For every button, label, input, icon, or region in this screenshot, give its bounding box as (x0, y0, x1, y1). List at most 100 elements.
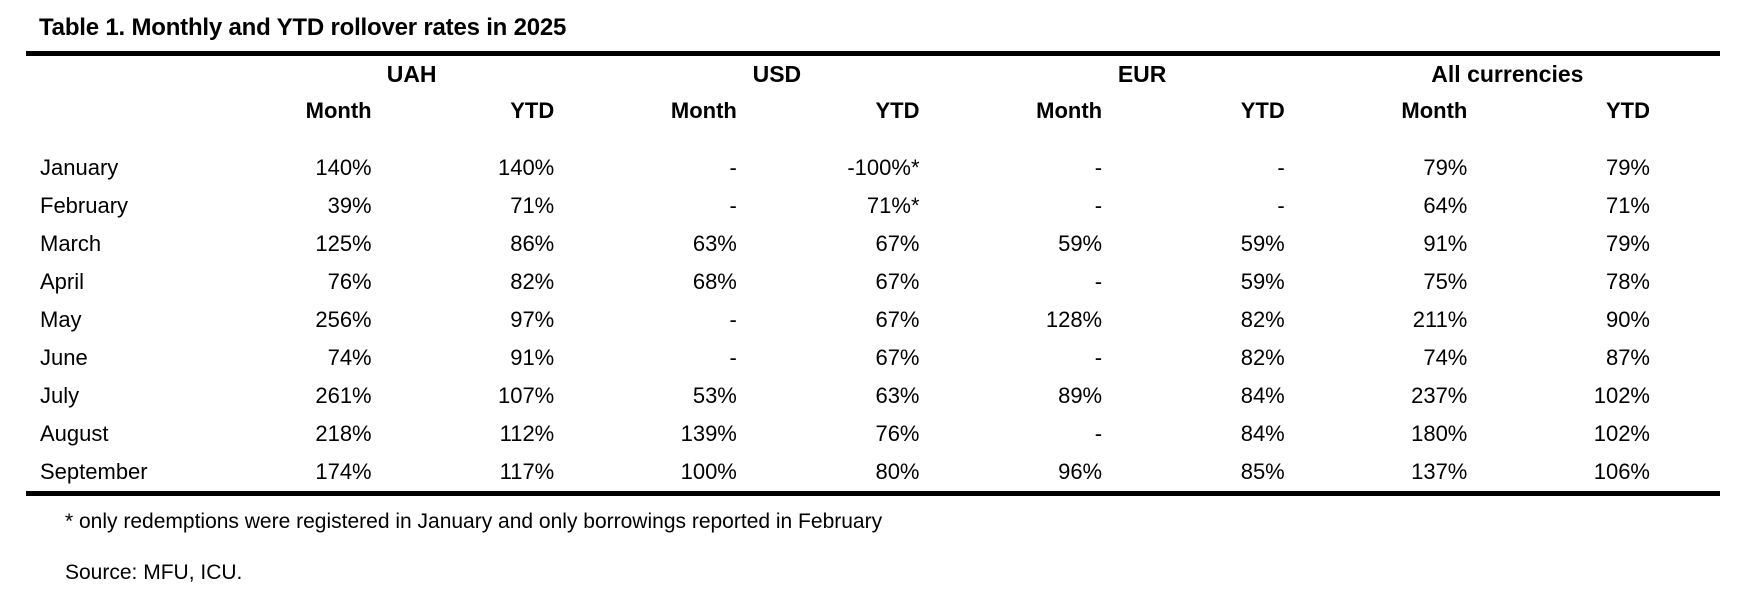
footnote: * only redemptions were registered in Ja… (65, 510, 883, 533)
cell-eur-ytd: 59% (1240, 269, 1285, 294)
cell-all-month: 74% (1423, 345, 1468, 370)
table-row-january: January 140% 140% - -100%* - - 79% 79% (26, 129, 1720, 187)
cell-eur-ytd: 84% (1240, 383, 1285, 408)
cell-uah-month: 76% (327, 269, 372, 294)
cell-all-month: 237% (1411, 383, 1468, 408)
cell-all-ytd: 90% (1605, 307, 1650, 332)
cell-eur-month: 128% (1045, 307, 1103, 332)
cell-uah-month: 74% (327, 345, 372, 370)
cell-uah-ytd: 140% (497, 155, 555, 180)
cell-usd-ytd: -100%* (847, 155, 920, 180)
table-row-august: August 218% 112% 139% 76% - 84% 180% 102… (26, 415, 1720, 453)
table-row-april: April 76% 82% 68% 67% - 59% 75% 78% (26, 263, 1720, 301)
rollover-rates-table: UAH USD EUR All currencies Month YTD Mon… (26, 51, 1720, 496)
cell-eur-ytd: 59% (1240, 231, 1285, 256)
cell-eur-month: - (1094, 421, 1103, 446)
cell-usd-month: 53% (692, 383, 737, 408)
cell-eur-ytd: - (1277, 155, 1285, 180)
corner-blank-cell (26, 54, 259, 94)
cell-usd-month: - (729, 193, 737, 218)
cell-all-ytd: 102% (1593, 421, 1650, 446)
month-label: July (40, 383, 80, 408)
cell-usd-month: 100% (680, 459, 737, 484)
cell-all-ytd: 79% (1605, 155, 1650, 180)
cell-all-month: 180% (1411, 421, 1468, 446)
cell-uah-ytd: 82% (510, 269, 555, 294)
cell-usd-ytd: 76% (875, 421, 920, 446)
cell-usd-month: 139% (680, 421, 737, 446)
table-row-may: May 256% 97% - 67% 128% 82% 211% 90% (26, 301, 1720, 339)
corner-blank-cell (26, 93, 259, 129)
cell-usd-ytd: 67% (875, 269, 920, 294)
cell-all-ytd: 71% (1605, 193, 1650, 218)
cell-uah-ytd: 117% (499, 459, 555, 484)
subheader-all-month: Month (1401, 98, 1468, 123)
table-title: Table 1. Monthly and YTD rollover rates … (39, 14, 567, 41)
cell-eur-ytd: - (1277, 193, 1285, 218)
cell-all-ytd: 79% (1605, 231, 1650, 256)
cell-usd-month: 68% (692, 269, 737, 294)
group-header-uah: UAH (386, 61, 437, 87)
month-label: June (40, 345, 88, 370)
month-label: September (40, 459, 148, 484)
month-label: March (40, 231, 102, 256)
table-row-july: July 261% 107% 53% 63% 89% 84% 237% 102% (26, 377, 1720, 415)
group-header-usd: USD (752, 61, 802, 87)
cell-uah-month: 140% (315, 155, 372, 180)
cell-all-month: 64% (1423, 193, 1468, 218)
cell-uah-month: 174% (315, 459, 372, 484)
subheader-row: Month YTD Month YTD Month YTD Month YTD (26, 93, 1720, 129)
subheader-eur-ytd: YTD (1240, 98, 1285, 123)
cell-eur-month: - (1094, 155, 1103, 180)
cell-all-ytd: 78% (1605, 269, 1650, 294)
cell-uah-ytd: 91% (510, 345, 555, 370)
cell-all-ytd: 102% (1593, 383, 1650, 408)
table-row-september: September 174% 117% 100% 80% 96% 85% 137… (26, 453, 1720, 494)
subheader-usd-ytd: YTD (875, 98, 920, 123)
table-row-march: March 125% 86% 63% 67% 59% 59% 91% 79% (26, 225, 1720, 263)
cell-eur-ytd: 85% (1240, 459, 1285, 484)
cell-all-month: 79% (1423, 155, 1468, 180)
cell-eur-month: - (1094, 193, 1103, 218)
cell-all-month: 211% (1412, 307, 1468, 332)
cell-all-ytd: 106% (1593, 459, 1650, 484)
cell-usd-ytd: 67% (875, 345, 920, 370)
group-header-eur: EUR (1117, 61, 1167, 87)
table-row-february: February 39% 71% - 71%* - - 64% 71% (26, 187, 1720, 225)
cell-uah-month: 218% (315, 421, 372, 446)
cell-uah-month: 125% (315, 231, 372, 256)
cell-uah-ytd: 71% (510, 193, 555, 218)
cell-eur-month: 89% (1058, 383, 1103, 408)
cell-all-ytd: 87% (1605, 345, 1650, 370)
cell-all-month: 137% (1411, 459, 1468, 484)
cell-eur-ytd: 82% (1240, 345, 1285, 370)
subheader-uah-month: Month (305, 98, 372, 123)
subheader-all-ytd: YTD (1606, 98, 1650, 123)
cell-eur-month: 96% (1058, 459, 1103, 484)
cell-uah-ytd: 107% (497, 383, 555, 408)
cell-eur-month: - (1094, 345, 1103, 370)
cell-usd-month: 63% (692, 231, 737, 256)
cell-all-month: 91% (1423, 231, 1468, 256)
month-label: August (40, 421, 109, 446)
cell-eur-ytd: 84% (1240, 421, 1285, 446)
source-note: Source: MFU, ICU. (65, 561, 243, 584)
cell-usd-ytd: 67% (875, 307, 920, 332)
cell-uah-month: 39% (327, 193, 372, 218)
cell-usd-ytd: 71%* (866, 193, 920, 218)
currency-group-header-row: UAH USD EUR All currencies (26, 54, 1720, 94)
month-label: May (40, 307, 82, 332)
cell-usd-ytd: 67% (875, 231, 920, 256)
month-label: February (40, 193, 129, 218)
subheader-usd-month: Month (670, 98, 737, 123)
group-header-all-currencies: All currencies (1431, 61, 1584, 87)
cell-eur-ytd: 82% (1240, 307, 1285, 332)
cell-uah-ytd: 112% (499, 421, 555, 446)
cell-all-month: 75% (1423, 269, 1468, 294)
cell-usd-month: - (729, 345, 737, 370)
subheader-eur-month: Month (1036, 98, 1103, 123)
cell-usd-month: - (729, 307, 737, 332)
cell-usd-month: - (729, 155, 737, 180)
cell-uah-month: 261% (315, 383, 372, 408)
